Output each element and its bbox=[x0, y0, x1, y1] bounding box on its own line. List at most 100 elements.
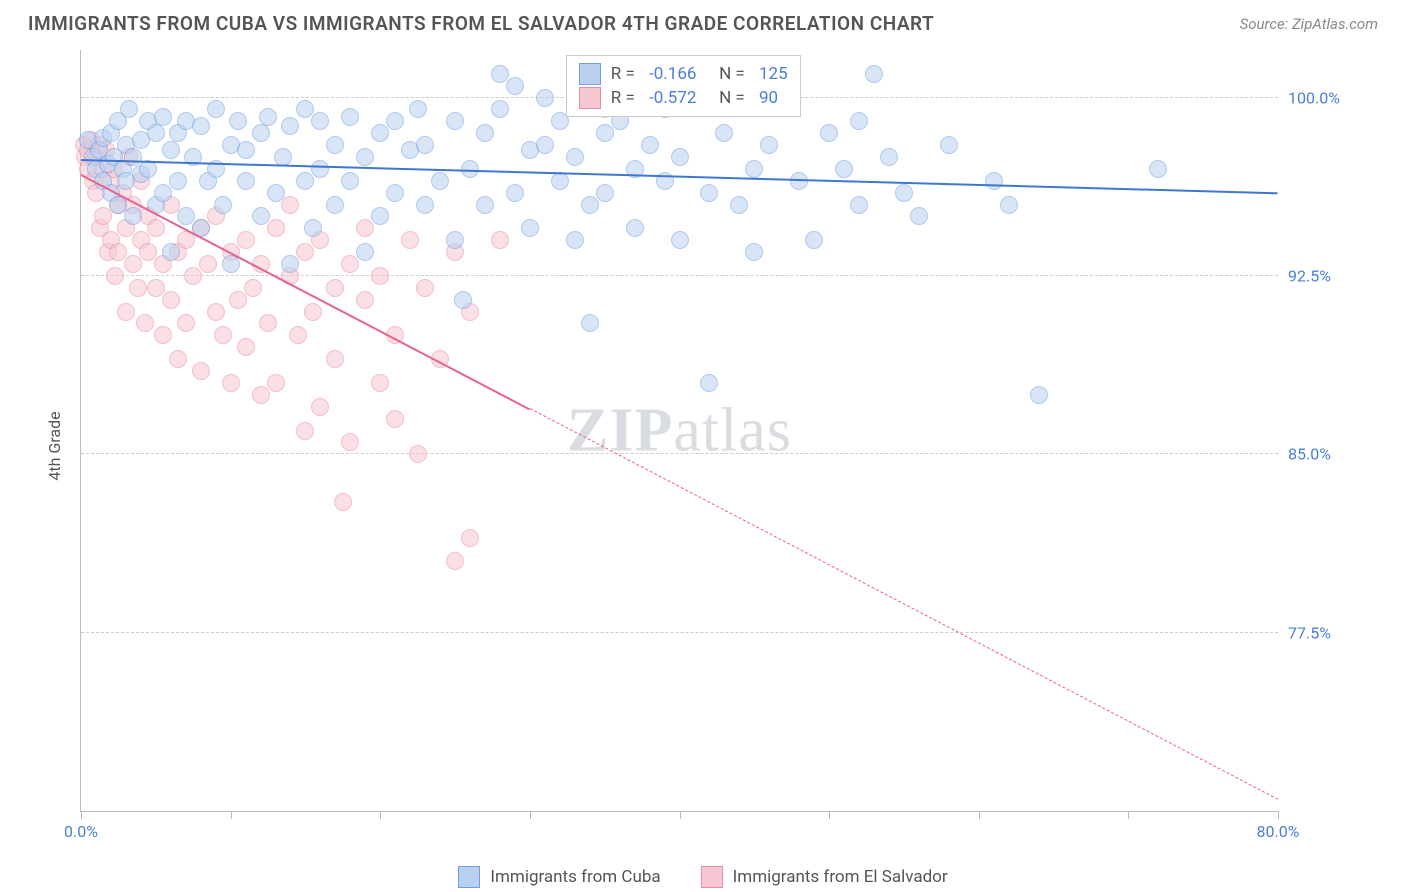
scatter-point bbox=[446, 231, 464, 249]
scatter-point bbox=[985, 172, 1003, 190]
xtick bbox=[1128, 811, 1129, 819]
watermark: ZIPatlas bbox=[567, 395, 792, 466]
scatter-point bbox=[214, 326, 232, 344]
scatter-point bbox=[446, 552, 464, 570]
xtick bbox=[380, 811, 381, 819]
scatter-point bbox=[281, 117, 299, 135]
scatter-point bbox=[536, 136, 554, 154]
ytick-label: 77.5% bbox=[1288, 623, 1368, 642]
gridline bbox=[81, 632, 1278, 633]
scatter-point bbox=[154, 108, 172, 126]
scatter-point bbox=[296, 172, 314, 190]
scatter-point bbox=[162, 141, 180, 159]
scatter-point bbox=[296, 243, 314, 261]
scatter-point bbox=[177, 314, 195, 332]
scatter-point bbox=[207, 303, 225, 321]
scatter-point bbox=[461, 529, 479, 547]
scatter-point bbox=[850, 112, 868, 130]
scatter-point bbox=[199, 255, 217, 273]
scatter-point bbox=[491, 231, 509, 249]
scatter-point bbox=[371, 374, 389, 392]
scatter-point bbox=[120, 100, 138, 118]
scatter-point bbox=[237, 231, 255, 249]
scatter-point bbox=[1030, 386, 1048, 404]
scatter-point bbox=[416, 196, 434, 214]
scatter-point bbox=[416, 136, 434, 154]
scatter-point bbox=[274, 148, 292, 166]
source-label: Source: ZipAtlas.com bbox=[1240, 15, 1378, 33]
scatter-point bbox=[244, 279, 262, 297]
scatter-point bbox=[476, 124, 494, 142]
scatter-point bbox=[596, 184, 614, 202]
scatter-point bbox=[237, 141, 255, 159]
scatter-point bbox=[386, 112, 404, 130]
scatter-point bbox=[880, 148, 898, 166]
scatter-point bbox=[356, 148, 374, 166]
scatter-point bbox=[214, 196, 232, 214]
scatter-point bbox=[124, 207, 142, 225]
scatter-point bbox=[252, 207, 270, 225]
scatter-point bbox=[311, 160, 329, 178]
scatter-point bbox=[326, 196, 344, 214]
scatter-point bbox=[281, 255, 299, 273]
scatter-point bbox=[136, 314, 154, 332]
scatter-point bbox=[237, 172, 255, 190]
scatter-point bbox=[229, 291, 247, 309]
legend-item-salvador: Immigrants from El Salvador bbox=[701, 866, 948, 888]
scatter-point bbox=[566, 231, 584, 249]
scatter-point bbox=[326, 350, 344, 368]
scatter-point bbox=[940, 136, 958, 154]
bottom-legend: Immigrants from Cuba Immigrants from El … bbox=[0, 866, 1406, 888]
scatter-point bbox=[154, 184, 172, 202]
scatter-point bbox=[865, 65, 883, 83]
scatter-point bbox=[835, 160, 853, 178]
scatter-point bbox=[581, 314, 599, 332]
scatter-point bbox=[341, 255, 359, 273]
stats-row: R = -0.166 N = 125 bbox=[571, 62, 796, 86]
scatter-point bbox=[671, 148, 689, 166]
scatter-point bbox=[910, 207, 928, 225]
scatter-point bbox=[267, 374, 285, 392]
scatter-point bbox=[371, 267, 389, 285]
scatter-point bbox=[476, 196, 494, 214]
scatter-point bbox=[117, 303, 135, 321]
scatter-point bbox=[154, 326, 172, 344]
scatter-point bbox=[671, 231, 689, 249]
trend-line bbox=[530, 408, 1279, 800]
scatter-point bbox=[536, 89, 554, 107]
scatter-point bbox=[416, 279, 434, 297]
scatter-point bbox=[169, 172, 187, 190]
ytick-label: 92.5% bbox=[1288, 266, 1368, 285]
scatter-point bbox=[850, 196, 868, 214]
scatter-point bbox=[895, 184, 913, 202]
swatch-icon bbox=[701, 866, 723, 888]
legend-label: Immigrants from Cuba bbox=[490, 867, 660, 887]
scatter-point bbox=[641, 136, 659, 154]
gridline bbox=[81, 275, 1278, 276]
scatter-point bbox=[521, 219, 539, 237]
xtick bbox=[530, 811, 531, 819]
xtick bbox=[829, 811, 830, 819]
scatter-point bbox=[207, 100, 225, 118]
scatter-point bbox=[311, 112, 329, 130]
scatter-point bbox=[259, 314, 277, 332]
scatter-point bbox=[304, 303, 322, 321]
scatter-point bbox=[341, 433, 359, 451]
scatter-point bbox=[745, 243, 763, 261]
scatter-point bbox=[311, 398, 329, 416]
scatter-point bbox=[147, 219, 165, 237]
scatter-point bbox=[267, 184, 285, 202]
scatter-point bbox=[252, 124, 270, 142]
scatter-point bbox=[596, 124, 614, 142]
scatter-point bbox=[356, 291, 374, 309]
scatter-point bbox=[281, 196, 299, 214]
stats-box: R = -0.166 N = 125R = -0.572 N = 90 bbox=[566, 55, 801, 117]
scatter-point bbox=[409, 100, 427, 118]
scatter-point bbox=[326, 136, 344, 154]
xtick bbox=[231, 811, 232, 819]
scatter-point bbox=[446, 112, 464, 130]
scatter-point bbox=[356, 243, 374, 261]
scatter-point bbox=[1000, 196, 1018, 214]
scatter-point bbox=[745, 160, 763, 178]
scatter-point bbox=[626, 219, 644, 237]
